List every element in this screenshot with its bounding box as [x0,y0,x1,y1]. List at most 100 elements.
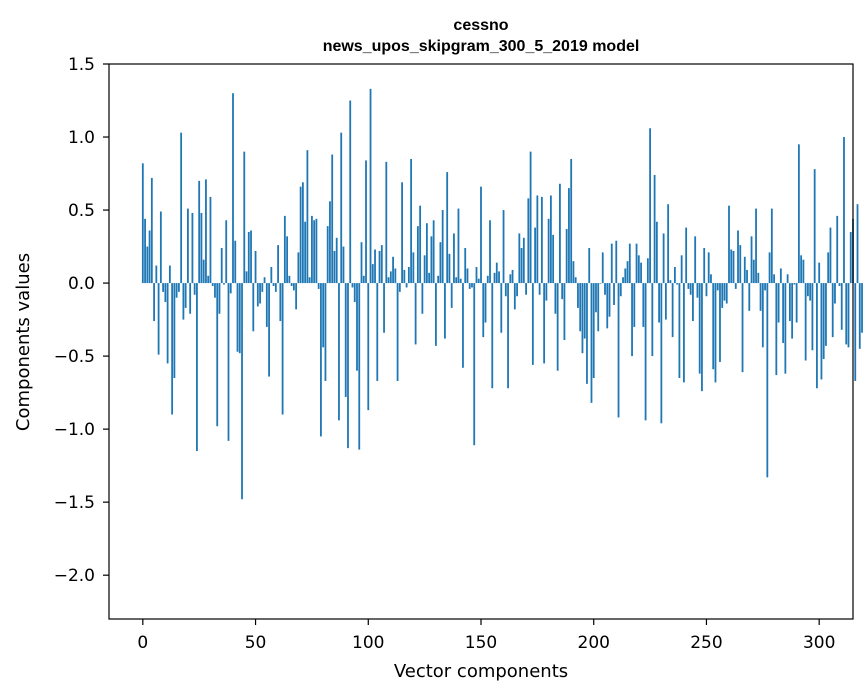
bar [861,283,863,333]
bar [775,283,778,376]
bar [552,234,555,284]
bar [144,218,146,284]
bar [351,283,354,288]
bar [498,271,500,284]
bar [507,283,509,389]
chart-title: cessno [453,17,508,34]
bar [511,269,514,284]
bar [527,198,530,284]
bar [191,212,194,284]
bar [642,283,645,327]
bar [597,283,600,332]
bar [646,258,649,284]
bar [788,283,791,322]
bar [277,245,279,284]
bar [168,265,171,284]
bar [362,275,365,284]
bar [177,283,180,292]
bar [295,283,298,310]
bar [633,283,636,327]
bar [531,283,534,365]
bar [401,182,403,284]
bar [371,264,374,284]
bar [685,227,688,284]
bar [225,220,228,284]
bar [322,283,325,348]
bar [340,132,343,284]
bar [207,275,210,284]
bar [809,283,812,301]
y-tick-label: −1.5 [54,493,95,513]
bar [214,283,216,298]
bar [419,205,422,284]
bar [311,215,313,284]
bar [502,210,505,284]
y-tick-label: −0.5 [54,347,95,367]
bar [836,215,839,284]
bar [655,221,658,284]
bar [858,283,861,349]
bar [525,283,527,295]
bar [471,283,473,288]
bar [549,195,552,284]
bar [737,230,739,284]
bar [849,231,852,284]
bar [315,218,318,284]
bar [827,252,830,284]
bar [676,283,679,285]
bar [640,262,642,284]
x-axis: 0 50 100 150 200 250 300 [137,619,835,653]
bar [777,283,780,323]
bar [171,283,174,415]
bar [513,283,516,310]
bar [838,283,841,286]
bar [791,283,794,339]
bars-group [141,88,863,500]
bar [795,283,798,323]
bar [360,242,363,284]
bar [329,201,331,284]
bar [651,283,654,357]
bar [834,283,836,304]
bar [292,283,295,291]
bar [725,283,728,304]
bar [387,277,390,284]
bar [653,175,656,284]
bar [446,172,449,284]
bar [475,267,478,284]
bar [313,220,316,284]
bar [687,283,690,289]
bar [658,283,661,323]
bar [274,283,277,292]
bar [466,268,469,284]
bar [365,160,367,284]
bar [568,188,570,284]
bar [797,144,800,284]
bar [455,277,458,284]
bar [182,283,185,320]
bar [324,283,327,381]
bar [739,245,742,284]
bar [238,283,241,354]
bar [283,215,286,284]
bar [349,100,352,284]
bar [759,283,762,311]
bar [847,283,850,348]
bar [680,255,683,284]
x-axis-label: Vector components [394,661,568,682]
bar [518,233,521,284]
bar [396,283,399,381]
bar [347,283,349,449]
bar [299,186,302,284]
bar [189,283,192,314]
bar [432,220,435,284]
bar [245,271,248,284]
bar [288,275,291,284]
bar [437,275,440,284]
bar [743,256,746,284]
bar [683,283,685,383]
bar [439,242,442,284]
bar [779,268,782,284]
bar [529,151,532,284]
bar [545,283,548,301]
